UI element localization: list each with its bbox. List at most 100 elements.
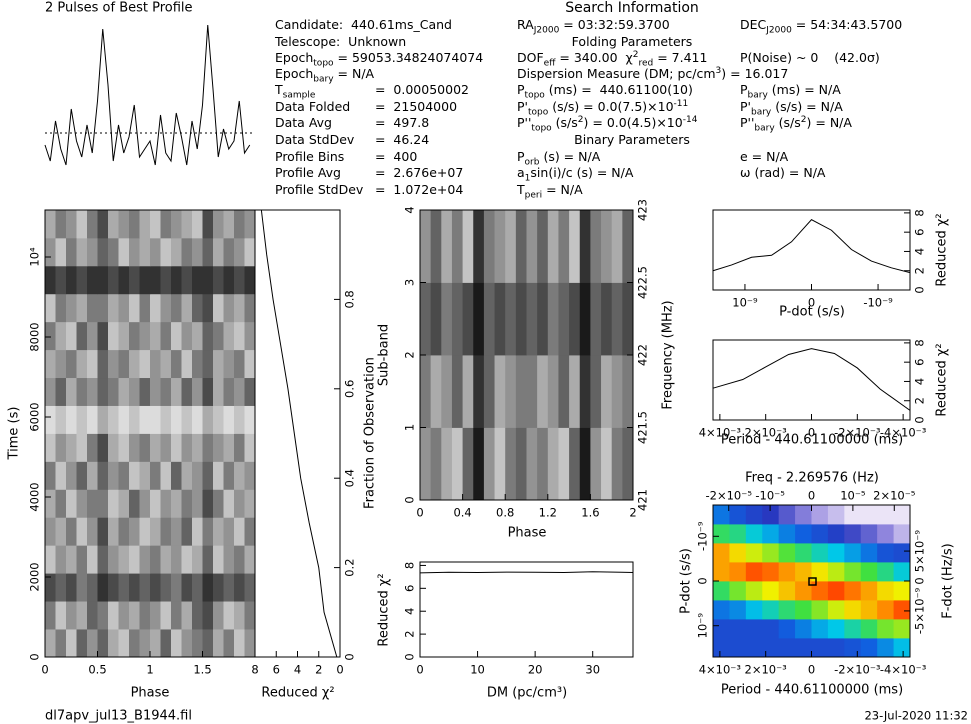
- info-text: = 03:32:59.3700: [559, 17, 670, 32]
- tick-label: 0.4: [453, 506, 471, 520]
- heat-cell: [729, 638, 747, 658]
- heat-cell: [139, 601, 151, 630]
- heat-cell: [223, 433, 235, 462]
- tick-label: 0: [28, 653, 42, 660]
- info-text: (s/s: [551, 115, 578, 130]
- info-line: DECJ2000 = 54:34:43.5700: [740, 17, 902, 35]
- heat-cell: [877, 543, 894, 563]
- frame: [419, 561, 634, 658]
- heat-cell: [877, 638, 894, 658]
- heat-cell: [547, 282, 559, 356]
- data-line: [44, 24, 251, 166]
- info-text: (ms) = 440.61100(10): [544, 82, 693, 97]
- heat-cell: [537, 282, 549, 356]
- tick-label: 6000: [28, 402, 42, 431]
- heat-cell: [139, 321, 151, 351]
- heat-cell: [55, 517, 67, 546]
- heat-cell: [234, 461, 245, 490]
- tick-label: 0: [403, 653, 417, 660]
- heat-cell: [150, 210, 161, 239]
- tick-label: 2×10⁻³: [745, 663, 788, 677]
- info-text: Data Folded: [275, 99, 351, 114]
- info-text: P'': [517, 115, 532, 130]
- info-text: = 340.00 χ: [555, 50, 633, 65]
- heat-cell: [160, 433, 172, 462]
- heat-cell: [192, 573, 203, 602]
- tick-label: 2×10⁻⁵: [873, 489, 916, 503]
- heat-cell: [795, 619, 812, 639]
- info-text: Candidate: 440.61ms_Cand: [275, 17, 452, 32]
- heat-cell: [171, 237, 182, 267]
- heat-cell: [420, 355, 432, 428]
- tick-label: 0: [403, 496, 417, 503]
- tick-label: 4: [913, 378, 927, 385]
- heat-cell: [244, 573, 256, 602]
- heat-cell: [55, 293, 67, 323]
- tick-label: 2: [913, 397, 927, 404]
- heat-cell: [483, 355, 495, 428]
- heat-cell: [244, 293, 256, 323]
- heat-cell: [139, 433, 151, 462]
- heat-cell: [108, 545, 119, 574]
- heat-cell: [139, 293, 151, 323]
- heat-cell: [462, 355, 474, 428]
- tick-label: 0: [416, 506, 423, 520]
- info-text: DEC: [740, 17, 767, 32]
- heat-cell: [129, 517, 140, 546]
- heat-cell: [223, 237, 235, 267]
- info-line: ω (rad) = N/A: [740, 165, 825, 181]
- tick-label: 6: [273, 663, 280, 677]
- info-text: T: [517, 182, 525, 197]
- heat-cell: [473, 427, 485, 501]
- heat-cell: [160, 545, 172, 574]
- info-text: = 7.411: [653, 50, 708, 65]
- heat-cell: [579, 210, 591, 283]
- heat-cell: [171, 545, 182, 574]
- tick-label: 8: [913, 209, 927, 216]
- tick-label: 2: [403, 630, 417, 637]
- heat-cell: [192, 601, 203, 630]
- heat-cell: [139, 377, 151, 406]
- tick-label: 0.6: [343, 380, 357, 398]
- heat-cell: [87, 461, 98, 490]
- heat-cell: [420, 210, 432, 283]
- heat-cell: [811, 600, 829, 620]
- heat-cell: [129, 601, 140, 630]
- heat-cell: [893, 505, 911, 525]
- info-line: Epochbary = N/A: [275, 66, 374, 84]
- tick-label: 0: [343, 653, 357, 660]
- heat-cell: [171, 489, 182, 518]
- info-text: sin(i)/c (s) = N/A: [530, 165, 634, 180]
- heat-cell: [118, 210, 130, 239]
- heat-cell: [55, 433, 67, 462]
- tick-label: 4: [913, 248, 927, 255]
- heat-cell: [192, 545, 203, 574]
- heat-cell: [893, 543, 911, 563]
- heat-cell: [745, 638, 763, 658]
- info-text: P': [740, 99, 751, 114]
- heat-cell: [129, 377, 140, 406]
- heat-cell: [66, 573, 77, 602]
- axis-label: Fraction of Observation: [363, 357, 378, 509]
- heat-cell: [213, 265, 224, 295]
- heat-cell: [171, 377, 182, 406]
- heat-cell: [181, 573, 193, 602]
- heat-cell: [160, 265, 172, 295]
- heat-cell: [526, 427, 538, 501]
- info-sub: topo: [531, 123, 552, 134]
- info-value: = 46.24: [375, 132, 430, 147]
- heat-cell: [601, 427, 613, 501]
- heat-cell: [45, 433, 56, 462]
- tick-label: 2000: [28, 562, 42, 591]
- tick-label: 6: [913, 359, 927, 366]
- heat-cell: [66, 461, 77, 490]
- heat-cell: [108, 489, 119, 518]
- heat-cell: [118, 377, 130, 406]
- heat-cell: [108, 433, 119, 462]
- axis-label: F-dot (Hz/s): [941, 543, 956, 619]
- tick-label: -2×10⁻³: [834, 663, 881, 677]
- heat-cell: [55, 377, 67, 406]
- heat-cell: [611, 210, 623, 283]
- info-line: Epochtopo = 59053.34824074074: [275, 50, 483, 68]
- heat-cell: [729, 505, 747, 525]
